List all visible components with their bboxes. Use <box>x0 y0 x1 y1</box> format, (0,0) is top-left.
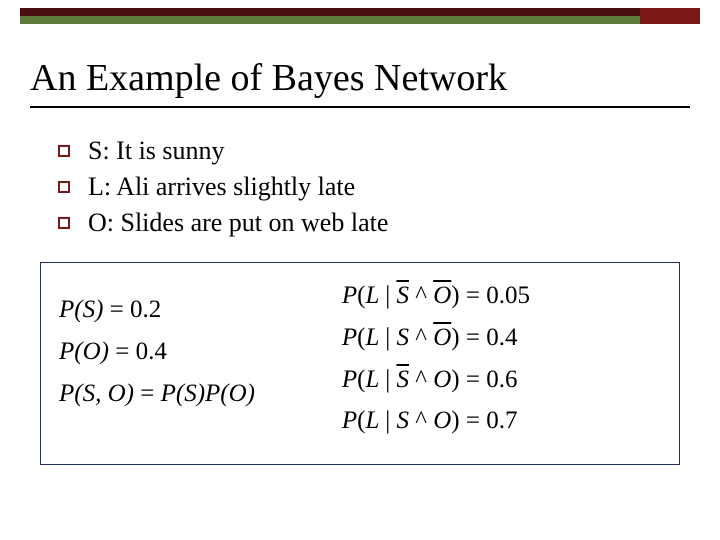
eq-equals: = <box>110 296 130 323</box>
list-item: S: It is sunny <box>58 136 720 166</box>
bullet-icon <box>58 181 70 193</box>
eq-lhs: P(S, O) <box>59 380 134 407</box>
header-bar-green <box>20 16 700 24</box>
eq-equals: = <box>466 366 486 393</box>
bullet-list: S: It is sunny L: Ali arrives slightly l… <box>58 136 720 238</box>
header-bar-dark <box>20 8 700 16</box>
formula-box: P(S) = 0.2 P(O) = 0.4 P(S, O) = P(S)P(O)… <box>40 262 680 465</box>
header-accent-block <box>640 8 700 24</box>
equation: P(L | S ^ O) = 0.7 <box>342 404 661 438</box>
eq-equals: = <box>140 380 160 407</box>
eq-equals: = <box>466 407 486 434</box>
bullet-text: S: It is sunny <box>88 136 225 166</box>
eq-rhs: 0.7 <box>486 407 517 434</box>
list-item: O: Slides are put on web late <box>58 208 720 238</box>
equation: P(S, O) = P(S)P(O) <box>59 377 324 411</box>
eq-equals: = <box>115 338 135 365</box>
bullet-text: L: Ali arrives slightly late <box>88 172 355 202</box>
header-decoration <box>0 0 720 30</box>
eq-rhs: 0.2 <box>130 296 161 323</box>
eq-rhs: 0.4 <box>486 324 517 351</box>
formula-columns: P(S) = 0.2 P(O) = 0.4 P(S, O) = P(S)P(O)… <box>59 279 661 446</box>
bullet-text: O: Slides are put on web late <box>88 208 388 238</box>
eq-cond: P(L | S ^ O) <box>342 282 460 309</box>
slide-title: An Example of Bayes Network <box>30 56 720 100</box>
eq-rhs: 0.05 <box>486 282 530 309</box>
eq-cond: P(L | S ^ O) <box>342 407 460 434</box>
equation: P(L | S ^ O) = 0.05 <box>342 279 661 313</box>
formula-col-left: P(S) = 0.2 P(O) = 0.4 P(S, O) = P(S)P(O) <box>59 279 324 446</box>
equation: P(O) = 0.4 <box>59 335 324 369</box>
list-item: L: Ali arrives slightly late <box>58 172 720 202</box>
eq-cond: P(L | S ^ O) <box>342 324 460 351</box>
eq-equals: = <box>466 324 486 351</box>
equation: P(S) = 0.2 <box>59 293 324 327</box>
bullet-icon <box>58 145 70 157</box>
title-underline <box>30 106 690 108</box>
eq-rhs: 0.4 <box>136 338 167 365</box>
eq-cond: P(L | S ^ O) <box>342 366 460 393</box>
eq-lhs: P(S) <box>59 296 103 323</box>
eq-rhs: P(S)P(O) <box>161 380 255 407</box>
eq-equals: = <box>466 282 486 309</box>
eq-lhs: P(O) <box>59 338 109 365</box>
bullet-icon <box>58 217 70 229</box>
equation: P(L | S ^ O) = 0.4 <box>342 321 661 355</box>
formula-col-right: P(L | S ^ O) = 0.05 P(L | S ^ O) = 0.4 P… <box>324 279 661 446</box>
eq-rhs: 0.6 <box>486 366 517 393</box>
equation: P(L | S ^ O) = 0.6 <box>342 363 661 397</box>
